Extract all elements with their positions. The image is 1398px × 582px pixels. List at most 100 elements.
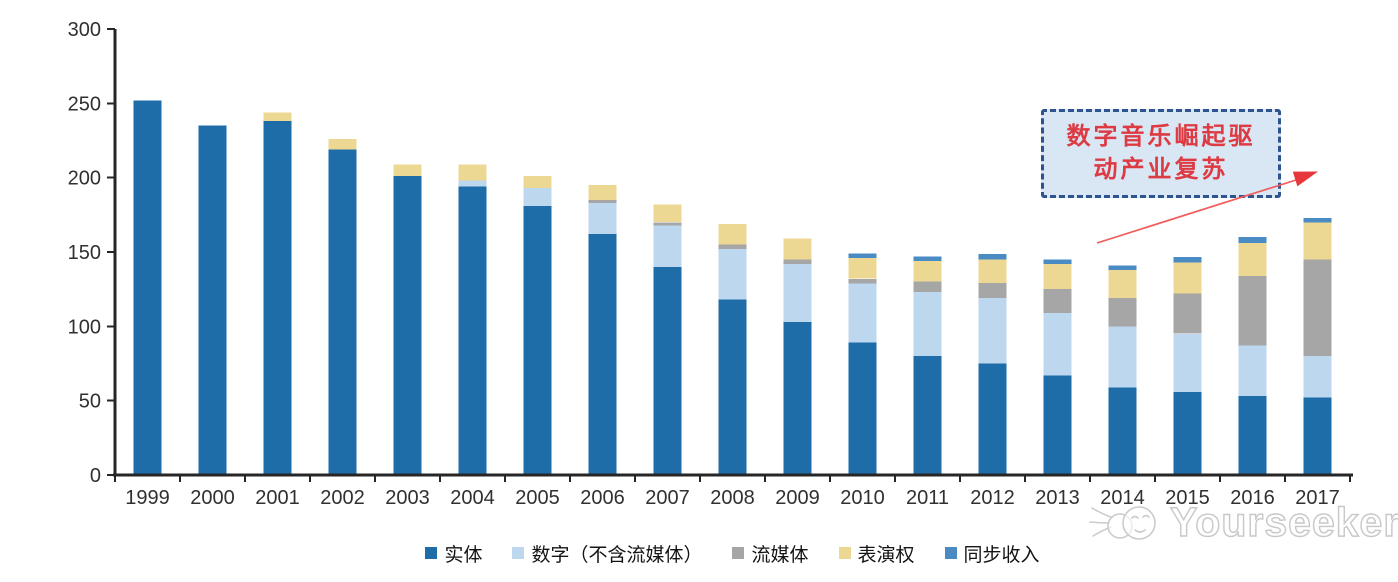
- bar-segment: [1238, 237, 1267, 243]
- bar-segment: [848, 253, 877, 258]
- bar-segment: [1303, 259, 1332, 356]
- bar-segment: [1238, 243, 1267, 276]
- bar-segment: [1238, 396, 1267, 475]
- annotation-box: 数字音乐崛起驱 动产业复苏: [1041, 109, 1281, 198]
- x-axis-label: 2016: [1230, 487, 1275, 509]
- x-axis-label: 2007: [645, 487, 690, 509]
- legend-label: 同步收入: [963, 544, 1040, 566]
- bar-segment: [848, 278, 877, 284]
- bar-segment: [978, 254, 1007, 260]
- bar-segment: [653, 204, 682, 223]
- legend-item: 同步收入: [944, 540, 1040, 567]
- x-axis-label: 2017: [1295, 487, 1340, 509]
- bar-segment: [588, 200, 617, 203]
- bar-segment: [848, 342, 877, 475]
- bar-segment: [458, 186, 487, 475]
- legend-swatch: [732, 547, 745, 559]
- x-axis-label: 2008: [710, 487, 755, 509]
- bar-segment: [523, 188, 552, 206]
- bar-segment: [848, 283, 877, 343]
- bar-segment: [458, 180, 487, 187]
- bar-segment: [1238, 275, 1267, 346]
- bar-segment: [588, 202, 617, 235]
- y-axis-label: 0: [90, 465, 101, 487]
- legend-swatch: [944, 547, 957, 559]
- bar-segment: [263, 112, 292, 122]
- legend-swatch: [512, 547, 525, 559]
- legend-label: 表演权: [857, 544, 915, 566]
- legend-label: 数字（不含流媒体）: [531, 544, 703, 566]
- bar-segment: [848, 257, 877, 279]
- bar-segment: [913, 256, 942, 261]
- bar-segment: [1173, 391, 1202, 475]
- bar-segment: [1303, 222, 1332, 260]
- bar-segment: [978, 363, 1007, 475]
- x-axis-label: 2010: [840, 487, 885, 509]
- bar-segment: [523, 205, 552, 475]
- bar-segment: [783, 321, 812, 475]
- bar-segment: [393, 176, 422, 475]
- bar-segment: [718, 299, 747, 475]
- bar-segment: [588, 185, 617, 200]
- bar-segment: [718, 249, 747, 300]
- bar-segment: [978, 298, 1007, 364]
- bar-segment: [1108, 298, 1137, 327]
- bar-segment: [1303, 356, 1332, 398]
- axis-labels-layer: 0 50 100 150 200 250 300 1999 2000 2001 2002 2003 20…: [68, 19, 1340, 509]
- legend-item: 表演权: [838, 540, 915, 567]
- annotation-text-line2: 动产业复苏: [1093, 156, 1229, 183]
- bar-segment: [1303, 397, 1332, 475]
- bar-segment: [1173, 333, 1202, 392]
- bar-segment: [1108, 265, 1137, 270]
- x-axis-label: 2015: [1165, 487, 1210, 509]
- bar-segment: [458, 164, 487, 181]
- bar-segment: [978, 259, 1007, 284]
- bar-segment: [783, 263, 812, 322]
- x-axis-label: 2004: [450, 487, 495, 509]
- bar-segment: [263, 121, 292, 475]
- x-axis-label: 2014: [1100, 487, 1145, 509]
- bar-segment: [1043, 313, 1072, 376]
- y-axis-label: 150: [68, 242, 101, 264]
- bar-segment: [1173, 262, 1202, 294]
- bar-segment: [328, 139, 357, 150]
- bar-segment: [133, 100, 162, 476]
- chart-legend: 实体 数字（不含流媒体） 流媒体 表演权 同步收入: [115, 540, 1350, 566]
- bar-segment: [913, 292, 942, 356]
- bar-segment: [783, 238, 812, 260]
- y-axis-label: 250: [68, 93, 101, 115]
- bar-segment: [1043, 259, 1072, 264]
- x-axis-label: 2006: [580, 487, 625, 509]
- x-axis-label: 2012: [970, 487, 1015, 509]
- bar-segment: [198, 125, 227, 475]
- y-axis-label: 50: [79, 391, 101, 413]
- legend-item: 流媒体: [732, 540, 809, 567]
- legend-label: 流媒体: [751, 544, 809, 566]
- x-axis-label: 2002: [320, 487, 365, 509]
- bar-segment: [718, 244, 747, 250]
- x-axis-label: 1999: [125, 487, 170, 509]
- bar-segment: [978, 283, 1007, 299]
- y-axis-label: 300: [68, 19, 101, 41]
- x-axis-label: 2001: [255, 487, 300, 509]
- bar-segment: [718, 223, 747, 245]
- bar-segment: [1108, 326, 1137, 388]
- x-axis-label: 2011: [906, 487, 949, 509]
- legend-swatch: [425, 547, 438, 559]
- bar-segment: [1173, 293, 1202, 334]
- legend-item: 实体: [425, 540, 482, 567]
- bar-segment: [913, 356, 942, 475]
- bar-segment: [913, 281, 942, 293]
- legend-item: 数字（不含流媒体）: [512, 540, 702, 567]
- bar-segment: [783, 259, 812, 264]
- legend-label: 实体: [444, 544, 483, 566]
- bar-segment: [1043, 263, 1072, 290]
- legend-swatch: [838, 547, 851, 559]
- bar-segment: [653, 222, 682, 226]
- bar-segment: [1303, 217, 1332, 223]
- bar-segment: [1238, 345, 1267, 397]
- bar-segment: [653, 225, 682, 267]
- bar-segment: [523, 176, 552, 189]
